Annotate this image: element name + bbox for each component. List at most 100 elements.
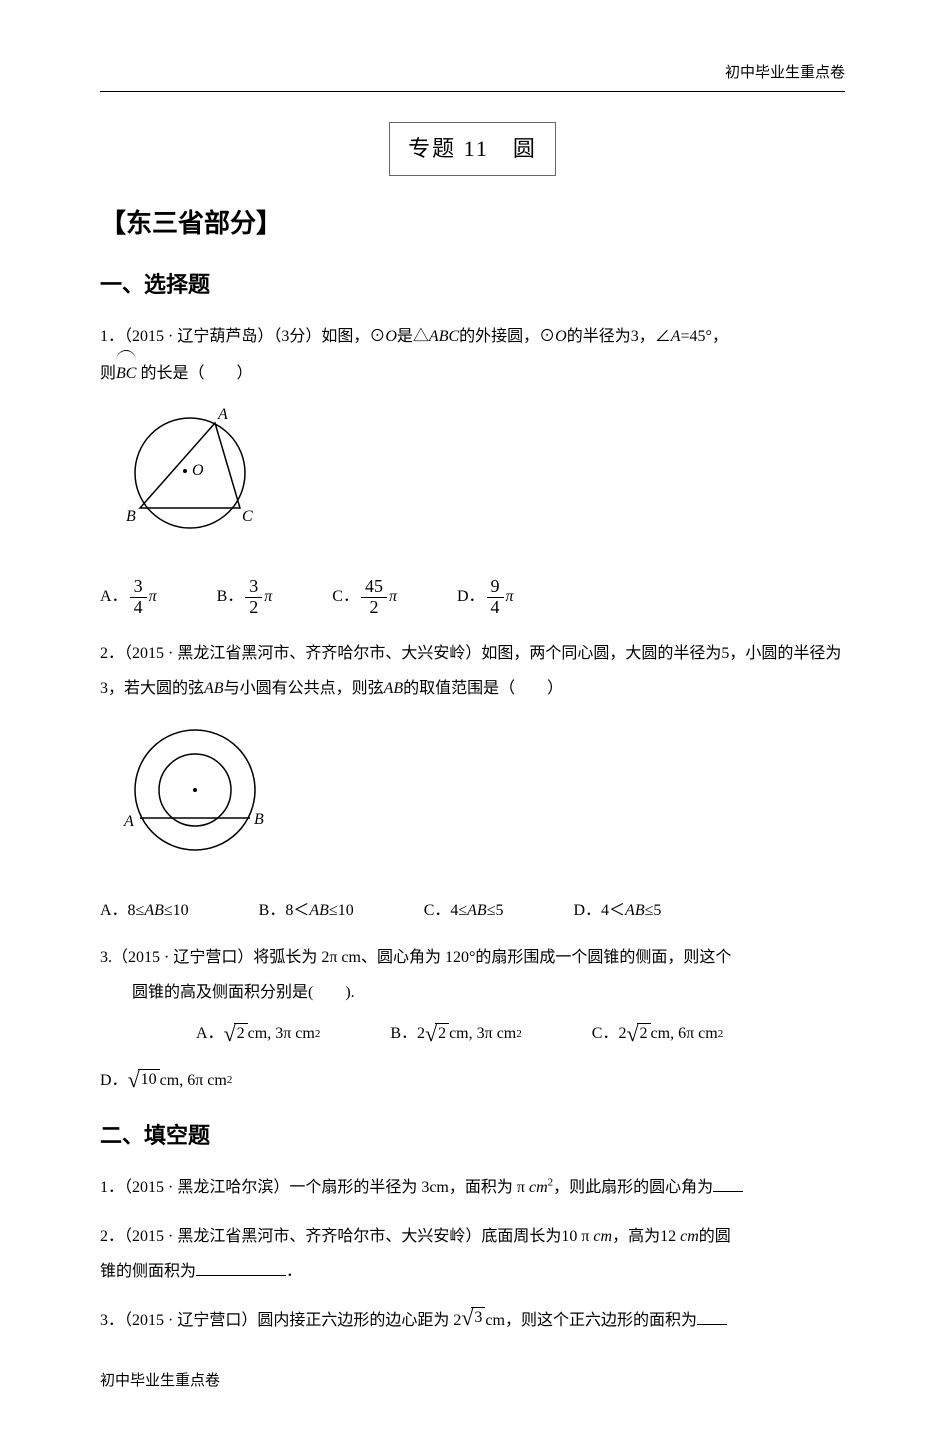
f2-cm2: cm [680,1228,699,1245]
q2-optC: C．4≤AB≤5 [424,897,504,926]
q3-optC-sqrt: 2 [637,1023,651,1043]
topic-box: 专题 11 圆 [389,122,556,176]
q3-optB-rest: cm, 3π cm [449,1020,516,1049]
q1-optA-num: 3 [130,577,147,598]
q1-label-O: O [192,462,204,479]
q3-options-row1: A． √2 cm, 3π cm2 B． 2 √2 cm, 3π cm2 C． 2… [100,1020,845,1049]
header-right: 初中毕业生重点卷 [100,60,845,92]
f1-text-a: 1．（2015 · 黑龙江哈尔滨）一个扇形的半径为 3cm，面积为 π [100,1179,529,1196]
q3-optB-coef: 2 [417,1020,425,1049]
q2-optD: D．4＜AB≤5 [573,897,661,926]
q2-diagram: A B [100,718,845,879]
q2-optB-pre: B．8＜ [259,897,310,926]
q3-optD-label: D． [100,1063,128,1098]
q1-mid3: 的半径为3，∠ [567,328,671,345]
q1-optA-den: 4 [130,598,147,618]
q3-optC-sup: 2 [718,1025,724,1045]
q3-optA-sqrt: 2 [234,1023,248,1043]
q1-optD-den: 4 [487,598,504,618]
f3-text-b: cm，则这个正六边形的面积为 [485,1312,697,1329]
q1-optC-num: 45 [361,577,387,598]
q2-optD-pre: D．4＜ [573,897,625,926]
f1-cm: cm [529,1179,548,1196]
q1-optB: B． 32 π [217,577,273,618]
q3-text: 3.（2015 · 辽宁营口）将弧长为 2π cm、圆心角为 120°的扇形围成… [100,949,731,966]
q2-AB2: AB [384,680,404,697]
question-2: 2．（2015 · 黑龙江省黑河市、齐齐哈尔市、大兴安岭）如图，两个同心圆，大圆… [100,636,845,706]
q2-optB-AB: AB [309,897,329,926]
q1-options: A． 34 π B． 32 π C． 452 π D． 94 π [100,577,845,618]
q1-optC: C． 452 π [332,577,397,618]
f2-cm1: cm [593,1228,612,1245]
f3-text-a: 3．（2015 · 辽宁营口）圆内接正六边形的边心距为 2 [100,1312,461,1329]
q1-A: A [671,328,681,345]
q2-optA-pre: A．8≤ [100,897,144,926]
q1-optD: D． 94 π [457,577,514,618]
q3-optC-coef: 2 [618,1020,626,1049]
q3-optA-sup: 2 [315,1025,321,1045]
q1-arc-BC: BC [116,354,136,391]
q1-O2: O [555,328,567,345]
q2-optB-end: ≤10 [329,897,354,926]
q2-options: A．8≤AB≤10 B．8＜AB≤10 C．4≤AB≤5 D．4＜AB≤5 [100,897,845,926]
f2-blank [196,1258,286,1276]
q1-line2b: 的长是（ ） [136,365,252,382]
q1-optB-num: 3 [245,577,262,598]
q3-optD: D． √10 cm, 6π cm2 [100,1063,232,1098]
q1-mid2: 的外接圆，⊙ [459,328,555,345]
q1-optD-pi: π [506,583,514,612]
q2-optB: B．8＜AB≤10 [259,897,354,926]
footer: 初中毕业生重点卷 [100,1368,845,1395]
q1-optD-label: D． [457,583,485,612]
q1-optB-pi: π [264,583,272,612]
q2-end: 的取值范围是（ ） [403,680,563,697]
q3-optC: C． 2 √2 cm, 6π cm2 [592,1020,723,1049]
q3-optD-sqrt: 10 [138,1069,160,1089]
q1-optC-label: C． [332,583,359,612]
q3-optB-sqrt: 2 [435,1023,449,1043]
question-3: 3.（2015 · 辽宁营口）将弧长为 2π cm、圆心角为 120°的扇形围成… [100,940,845,1010]
fill-3: 3．（2015 · 辽宁营口）圆内接正六边形的边心距为 2√3cm，则这个正六边… [100,1303,845,1338]
q1-svg: A B C O [100,403,280,548]
q2-optA: A．8≤AB≤10 [100,897,189,926]
q2-mid: 与小圆有公共点，则弦 [224,680,384,697]
q3-optB-label: B． [390,1020,417,1049]
q2-optC-end: ≤5 [487,897,504,926]
topic-box-wrap: 专题 11 圆 [100,122,845,176]
q2-center-dot [193,788,197,792]
q2-optC-AB: AB [467,897,487,926]
q1-label-A: A [217,406,228,423]
q3-line2: 圆锥的高及侧面积分别是( ). [100,975,845,1010]
q1-optC-pi: π [389,583,397,612]
q1-optD-num: 9 [487,577,504,598]
f2-text-b: ，高为12 [612,1228,680,1245]
q2-svg: A B [100,718,290,868]
q2-optC-pre: C．4≤ [424,897,467,926]
q2-optA-end: ≤10 [164,897,189,926]
f1-text-b: ，则此扇形的圆心角为 [553,1179,713,1196]
f3-blank [697,1308,727,1326]
q1-mid1: 是△ [397,328,429,345]
f3-sqrt: 3 [471,1307,485,1327]
q3-optD-sup: 2 [227,1068,233,1092]
q3-optD-rest: cm, 6π cm [160,1063,227,1098]
q1-ABC: ABC [429,328,459,345]
f2-text-c: 的圆 [699,1228,731,1245]
question-1: 1．（2015 · 辽宁葫芦岛）（3分）如图，⊙O是△ABC的外接圆，⊙O的半径… [100,319,845,391]
q1-center-dot [183,469,187,473]
q3-optA: A． √2 cm, 3π cm2 [196,1020,320,1049]
q2-optA-AB: AB [144,897,164,926]
q2-optD-end: ≤5 [645,897,662,926]
q1-text-pre: 1．（2015 · 辽宁葫芦岛）（3分）如图，⊙ [100,328,385,345]
q1-triangle [140,423,240,508]
q1-O: O [385,328,397,345]
q3-optD-row: D． √10 cm, 6π cm2 [100,1063,845,1098]
f1-blank [713,1174,743,1192]
f2-period: ． [286,1263,302,1280]
q3-optB: B． 2 √2 cm, 3π cm2 [390,1020,521,1049]
q1-diagram: A B C O [100,403,845,559]
q1-mid4: =45°， [681,328,728,345]
q1-optC-den: 2 [365,598,382,618]
q1-label-B: B [126,508,136,525]
fill-2: 2．（2015 · 黑龙江省黑河市、齐齐哈尔市、大兴安岭）底面周长为10 π c… [100,1219,845,1289]
